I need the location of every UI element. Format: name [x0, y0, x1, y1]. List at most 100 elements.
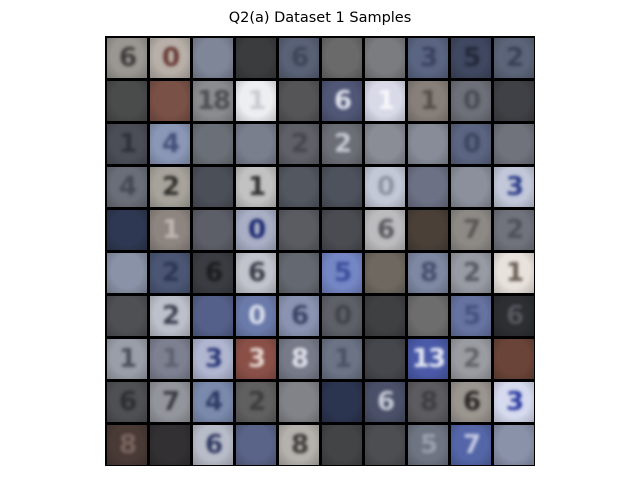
sample-digit-pixels: 0 — [161, 43, 180, 73]
sample-image-r9-c2: 7 — [150, 382, 190, 422]
sample-image-r5-c5 — [279, 210, 319, 250]
sample-digit-pixels: 3 — [204, 344, 223, 374]
sample-digit-pixels: 2 — [505, 215, 524, 245]
sample-digit-pixels — [107, 81, 147, 121]
sample-image-r10-c2 — [150, 425, 190, 465]
sample-image-r2-c4: 1 — [236, 81, 276, 121]
sample-image-r6-c4: 6 — [236, 253, 276, 293]
sample-digit-pixels — [193, 124, 233, 164]
sample-image-r10-c6 — [322, 425, 362, 465]
sample-digit-pixels: 2 — [462, 344, 481, 374]
sample-image-r5-c8 — [408, 210, 448, 250]
sample-image-r1-c7 — [365, 38, 405, 78]
sample-digit-pixels — [365, 425, 405, 465]
sample-image-r9-c7: 6 — [365, 382, 405, 422]
sample-image-r9-c6 — [322, 382, 362, 422]
sample-digit-pixels — [107, 253, 147, 293]
sample-image-r7-c1 — [107, 296, 147, 336]
sample-digit-pixels: 3 — [419, 43, 438, 73]
sample-digit-pixels — [494, 339, 534, 379]
sample-image-r2-c7: 1 — [365, 81, 405, 121]
sample-digit-pixels — [408, 296, 448, 336]
sample-image-r6-c10: 1 — [494, 253, 534, 293]
sample-digit-pixels — [279, 382, 319, 422]
sample-digit-pixels: 1 — [247, 172, 266, 202]
sample-digit-pixels: 1 — [505, 258, 524, 288]
sample-digit-pixels: 5 — [462, 43, 481, 73]
sample-digit-pixels: 8 — [118, 430, 137, 460]
sample-digit-pixels: 1 — [247, 86, 266, 116]
sample-digit-pixels — [365, 296, 405, 336]
sample-image-r3-c3 — [193, 124, 233, 164]
sample-digit-pixels: 0 — [247, 215, 266, 245]
sample-image-r1-c8: 3 — [408, 38, 448, 78]
sample-image-r7-c2: 2 — [150, 296, 190, 336]
sample-digit-pixels — [408, 210, 448, 250]
sample-digit-pixels: 6 — [290, 301, 309, 331]
sample-digit-pixels — [193, 167, 233, 207]
sample-digit-pixels: 0 — [462, 129, 481, 159]
sample-digit-pixels — [408, 167, 448, 207]
sample-image-r4-c6 — [322, 167, 362, 207]
sample-image-r8-c10 — [494, 339, 534, 379]
sample-image-r8-c8: 13 — [408, 339, 448, 379]
sample-digit-pixels: 3 — [505, 172, 524, 202]
sample-image-r7-c8 — [408, 296, 448, 336]
sample-digit-pixels: 7 — [161, 387, 180, 417]
sample-digit-pixels — [279, 167, 319, 207]
sample-image-r2-c9: 0 — [451, 81, 491, 121]
sample-digit-pixels: 1 — [161, 215, 180, 245]
sample-image-r10-c4 — [236, 425, 276, 465]
sample-image-r6-c5 — [279, 253, 319, 293]
sample-image-r9-c8: 8 — [408, 382, 448, 422]
sample-image-r6-c6: 5 — [322, 253, 362, 293]
sample-image-r10-c7 — [365, 425, 405, 465]
sample-digit-pixels: 2 — [505, 43, 524, 73]
sample-image-r9-c5 — [279, 382, 319, 422]
sample-digit-pixels — [365, 38, 405, 78]
sample-digit-pixels: 5 — [462, 301, 481, 331]
sample-image-r3-c8 — [408, 124, 448, 164]
sample-image-r10-c8: 5 — [408, 425, 448, 465]
sample-image-r1-c3 — [193, 38, 233, 78]
sample-image-r4-c1: 4 — [107, 167, 147, 207]
sample-digit-pixels: 3 — [247, 344, 266, 374]
sample-image-r5-c1 — [107, 210, 147, 250]
sample-digit-pixels — [236, 425, 276, 465]
sample-image-r3-c4 — [236, 124, 276, 164]
sample-image-r2-c1 — [107, 81, 147, 121]
sample-digit-pixels — [279, 253, 319, 293]
sample-digit-pixels — [322, 425, 362, 465]
sample-digit-pixels: 0 — [462, 86, 481, 116]
sample-digit-pixels: 3 — [505, 387, 524, 417]
sample-digit-pixels: 2 — [161, 301, 180, 331]
sample-digit-pixels: 7 — [462, 430, 481, 460]
sample-image-r3-c2: 4 — [150, 124, 190, 164]
sample-image-r4-c10: 3 — [494, 167, 534, 207]
sample-digit-pixels — [494, 425, 534, 465]
sample-image-r4-c3 — [193, 167, 233, 207]
sample-image-r7-c7 — [365, 296, 405, 336]
sample-digit-pixels: 1 — [161, 344, 180, 374]
sample-digit-pixels: 0 — [247, 301, 266, 331]
sample-image-r8-c6: 1 — [322, 339, 362, 379]
sample-image-r7-c5: 6 — [279, 296, 319, 336]
sample-image-r1-c2: 0 — [150, 38, 190, 78]
sample-image-r10-c3: 6 — [193, 425, 233, 465]
sample-digit-pixels: 6 — [462, 387, 481, 417]
sample-image-r7-c9: 5 — [451, 296, 491, 336]
sample-image-r2-c6: 6 — [322, 81, 362, 121]
sample-image-r5-c3 — [193, 210, 233, 250]
sample-grid-tiles: 6 0 6 3 5 2 18 1 6 1 1 0 1 4 2 2 0 4 2 1 0 3 1 0 6 7 2 2 6 6 5 8 2 1 2 0 6 0 5… — [105, 36, 535, 466]
sample-digit-pixels: 2 — [247, 387, 266, 417]
sample-digit-pixels — [279, 210, 319, 250]
sample-image-r10-c1: 8 — [107, 425, 147, 465]
sample-image-r6-c9: 2 — [451, 253, 491, 293]
sample-digit-pixels: 8 — [290, 430, 309, 460]
sample-image-r4-c2: 2 — [150, 167, 190, 207]
sample-digit-pixels: 8 — [419, 387, 438, 417]
sample-digit-pixels: 2 — [161, 258, 180, 288]
sample-digit-pixels: 0 — [376, 172, 395, 202]
sample-digit-pixels: 6 — [118, 387, 137, 417]
sample-digit-pixels: 2 — [290, 129, 309, 159]
